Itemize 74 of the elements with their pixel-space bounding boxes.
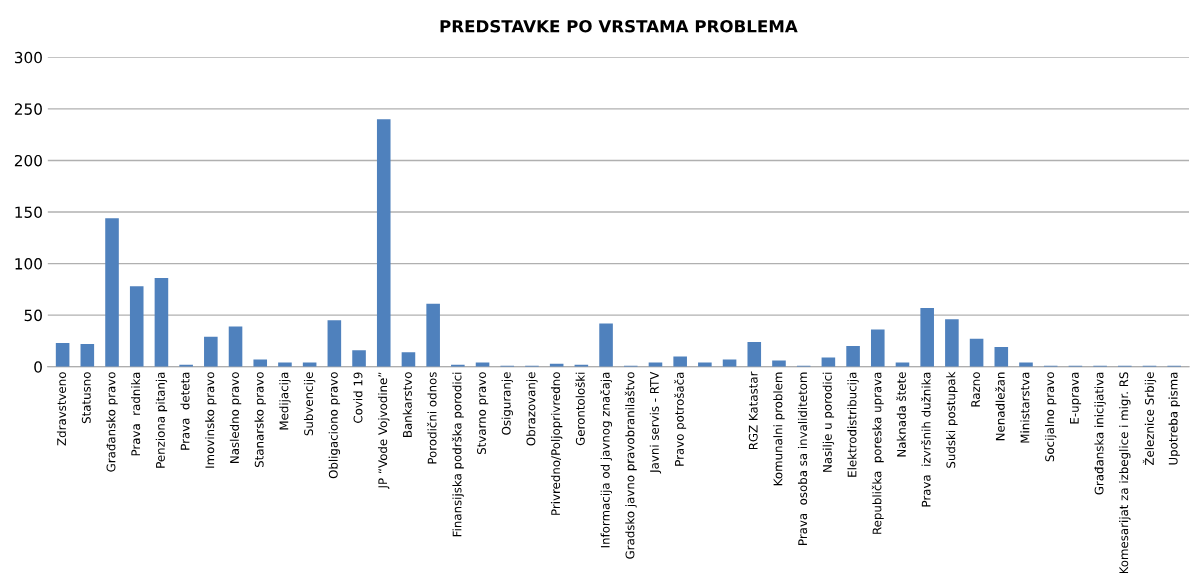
x-tick-label: Porodični odnos	[426, 372, 437, 464]
x-tick-label: Obligaciono pravo	[328, 372, 341, 479]
x-tick-label: Komesarijat za izbeglice i migr. RS	[1119, 372, 1131, 573]
x-tick-label: Stvarno pravo	[477, 372, 489, 455]
x-tick-label: Naknada štete	[896, 372, 906, 457]
x-tick-label: Upotreba pisma	[1168, 372, 1180, 465]
x-tick-label: Obrazovanje	[526, 372, 538, 446]
x-tick-label: Prava osoba sa invaliditetom	[797, 372, 808, 545]
x-tick-label: Statusno	[81, 372, 91, 424]
bar	[376, 119, 391, 367]
x-tick-label: Elektrodistribucija	[847, 372, 859, 477]
x-tick-label: Medijacija	[279, 372, 291, 430]
x-tick-label: Osiguranje	[501, 372, 513, 435]
bar	[204, 336, 218, 367]
bar	[154, 278, 169, 367]
x-tick-label: Pravo potrošača	[674, 372, 687, 466]
x-tick-label: Prava radnika	[131, 372, 141, 456]
bar	[846, 346, 860, 367]
bar	[55, 343, 70, 367]
y-tick-label: 300	[14, 51, 42, 64]
x-tick-label: Javni servis - RTV	[649, 371, 662, 474]
bar	[426, 303, 440, 367]
x-tick-label: Razno	[971, 372, 981, 407]
x-tick-label: Gradsko javno pravobranilaštvo	[624, 372, 637, 559]
bar	[352, 350, 366, 367]
bar	[945, 319, 959, 367]
x-tick-label: E-uprava	[1070, 372, 1082, 424]
x-tick-label: Socijalno pravo	[1044, 372, 1057, 462]
bar	[327, 320, 342, 367]
bar	[401, 352, 416, 367]
x-tick-label: Subvencije	[303, 372, 316, 436]
x-tick-label: Nasilje u porodici	[822, 372, 835, 472]
x-tick-label: Prava izvršnih dužnika	[921, 372, 931, 507]
bar	[870, 329, 885, 367]
x-tick-label: Informacija od javnog značaja	[600, 372, 613, 548]
bar	[80, 344, 95, 367]
x-tick-label: Prava deteta	[180, 372, 190, 450]
y-tick-label: 250	[14, 103, 42, 115]
bar	[129, 286, 144, 367]
x-tick-label: Finansijska podrška porodici	[451, 372, 464, 537]
bar	[821, 357, 836, 367]
x-tick-label: Železnice Srbije	[1142, 372, 1157, 466]
x-tick-label: Građanska inicijativa	[1094, 372, 1106, 495]
chart-title: PREDSTAVKE PO VRSTAMA PROBLEMA	[440, 19, 798, 33]
y-tick-label: 0	[34, 361, 42, 373]
bar	[969, 338, 984, 367]
x-tick-label: Penziona pitanja	[155, 372, 168, 468]
x-tick-label: Imovinsko pravo	[205, 372, 217, 468]
x-tick-label: Stanarsko pravo	[254, 372, 266, 468]
x-tick-label: Republička poreska uprava	[871, 372, 884, 534]
x-tick-label: JP “Vode Vojvodine”	[378, 372, 390, 490]
y-tick-label: 100	[15, 258, 42, 270]
bar	[599, 323, 613, 367]
x-tick-label: Sudski postupak	[946, 371, 958, 468]
bar	[673, 356, 687, 367]
x-tick-label: Komunalni problem	[773, 372, 785, 486]
x-tick-label: Zdravstveno	[56, 372, 67, 446]
x-tick-label: Nasledno pravo	[229, 372, 242, 463]
x-tick-label: Privredno/Poljoprivredno	[550, 372, 563, 515]
x-tick-label: Ministarstva	[1020, 372, 1030, 443]
x-tick-label: Gerontološki	[575, 372, 585, 446]
y-tick-label: 200	[14, 154, 42, 167]
bar	[747, 341, 762, 367]
x-tick-label: RGZ Katastar	[748, 371, 758, 450]
bar	[994, 347, 1009, 367]
y-tick-label: 150	[15, 206, 42, 219]
y-tick-label: 50	[24, 309, 42, 322]
bar	[920, 307, 934, 367]
bar	[105, 218, 119, 367]
x-tick-label: Covid 19	[353, 372, 363, 423]
x-tick-label: Nenadležan	[995, 372, 1005, 441]
x-tick-label: Građansko pravo	[106, 372, 118, 472]
bar	[228, 326, 243, 367]
x-tick-label: Bankarstvo	[402, 372, 412, 437]
